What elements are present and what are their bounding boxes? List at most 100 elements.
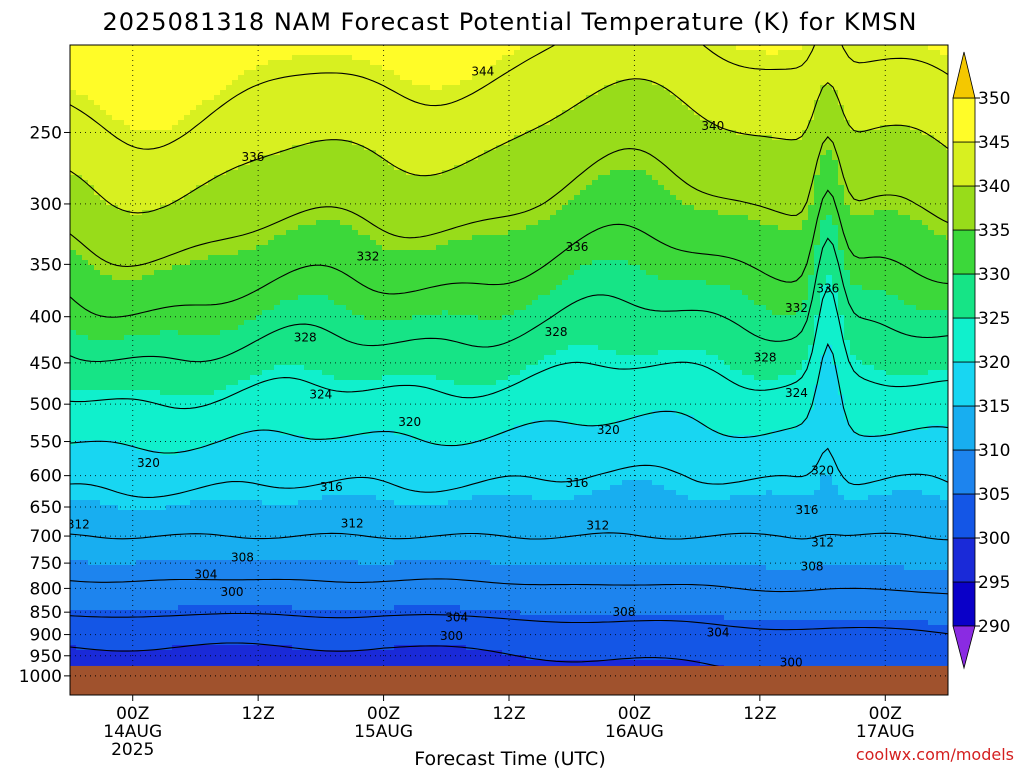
field-cell xyxy=(196,330,203,336)
field-cell xyxy=(280,500,287,506)
field-cell xyxy=(196,550,203,556)
field-cell xyxy=(76,85,83,91)
field-cell xyxy=(232,65,239,71)
field-cell xyxy=(148,290,155,296)
field-cell xyxy=(88,250,95,256)
field-cell xyxy=(118,155,125,161)
field-cell xyxy=(292,590,299,596)
field-cell xyxy=(190,150,197,156)
field-cell xyxy=(250,595,257,601)
field-cell xyxy=(76,580,83,586)
field-cell xyxy=(286,355,293,361)
field-cell xyxy=(190,445,197,451)
field-cell xyxy=(106,95,113,101)
field-cell xyxy=(262,570,269,576)
field-cell xyxy=(220,180,227,186)
field-cell xyxy=(214,325,221,331)
field-cell xyxy=(184,405,191,411)
field-cell xyxy=(208,155,215,161)
field-cell xyxy=(178,605,185,611)
field-cell xyxy=(196,135,203,141)
field-cell xyxy=(142,250,149,256)
field-cell xyxy=(190,465,197,471)
field-cell xyxy=(184,325,191,331)
field-cell xyxy=(190,390,197,396)
field-cell xyxy=(112,500,119,506)
field-cell xyxy=(130,135,137,141)
field-cell xyxy=(118,455,125,461)
field-cell xyxy=(154,315,161,321)
field-cell xyxy=(250,75,257,81)
field-cell xyxy=(166,520,173,526)
field-cell xyxy=(178,475,185,481)
field-cell xyxy=(70,135,77,141)
field-cell xyxy=(130,105,137,111)
field-cell xyxy=(160,195,167,201)
field-cell xyxy=(220,535,227,541)
field-cell xyxy=(124,525,131,531)
field-cell xyxy=(196,535,203,541)
field-cell xyxy=(250,375,257,381)
field-cell xyxy=(208,215,215,221)
field-cell xyxy=(130,495,137,501)
field-cell xyxy=(190,375,197,381)
field-cell xyxy=(88,195,95,201)
field-cell xyxy=(268,215,275,221)
field-cell xyxy=(94,235,101,241)
field-cell xyxy=(274,65,281,71)
field-cell xyxy=(292,240,299,246)
field-cell xyxy=(208,600,215,606)
field-cell xyxy=(226,120,233,126)
field-cell xyxy=(106,585,113,591)
field-cell xyxy=(190,410,197,416)
field-cell xyxy=(82,610,89,616)
field-cell xyxy=(208,305,215,311)
field-cell xyxy=(136,105,143,111)
field-cell xyxy=(106,290,113,296)
field-cell xyxy=(238,215,245,221)
field-cell xyxy=(196,75,203,81)
field-cell xyxy=(268,295,275,301)
field-cell xyxy=(76,315,83,321)
field-cell xyxy=(112,225,119,231)
field-cell xyxy=(214,60,221,66)
field-cell xyxy=(220,370,227,376)
field-cell xyxy=(70,370,77,376)
field-cell xyxy=(82,365,89,371)
field-cell xyxy=(166,160,173,166)
field-cell xyxy=(154,410,161,416)
field-cell xyxy=(256,340,263,346)
field-cell xyxy=(106,365,113,371)
field-cell xyxy=(136,100,143,106)
field-cell xyxy=(256,565,263,571)
field-cell xyxy=(298,165,305,171)
field-cell xyxy=(208,190,215,196)
field-cell xyxy=(76,205,83,211)
field-cell xyxy=(112,520,119,526)
field-cell xyxy=(268,240,275,246)
field-cell xyxy=(226,535,233,541)
field-cell xyxy=(214,135,221,141)
field-cell xyxy=(292,600,299,606)
field-cell xyxy=(250,305,257,311)
field-cell xyxy=(160,185,167,191)
field-cell xyxy=(130,305,137,311)
field-cell xyxy=(112,280,119,286)
field-cell xyxy=(244,635,251,641)
field-cell xyxy=(154,605,161,611)
field-cell xyxy=(118,425,125,431)
field-cell xyxy=(178,560,185,566)
field-cell xyxy=(172,215,179,221)
field-cell xyxy=(256,225,263,231)
field-cell xyxy=(112,425,119,431)
field-cell xyxy=(178,330,185,336)
field-cell xyxy=(106,405,113,411)
field-cell xyxy=(196,480,203,486)
field-cell xyxy=(88,75,95,81)
field-cell xyxy=(130,125,137,131)
field-cell xyxy=(88,150,95,156)
field-cell xyxy=(124,400,131,406)
field-cell xyxy=(124,490,131,496)
field-cell xyxy=(280,310,287,316)
field-cell xyxy=(76,585,83,591)
